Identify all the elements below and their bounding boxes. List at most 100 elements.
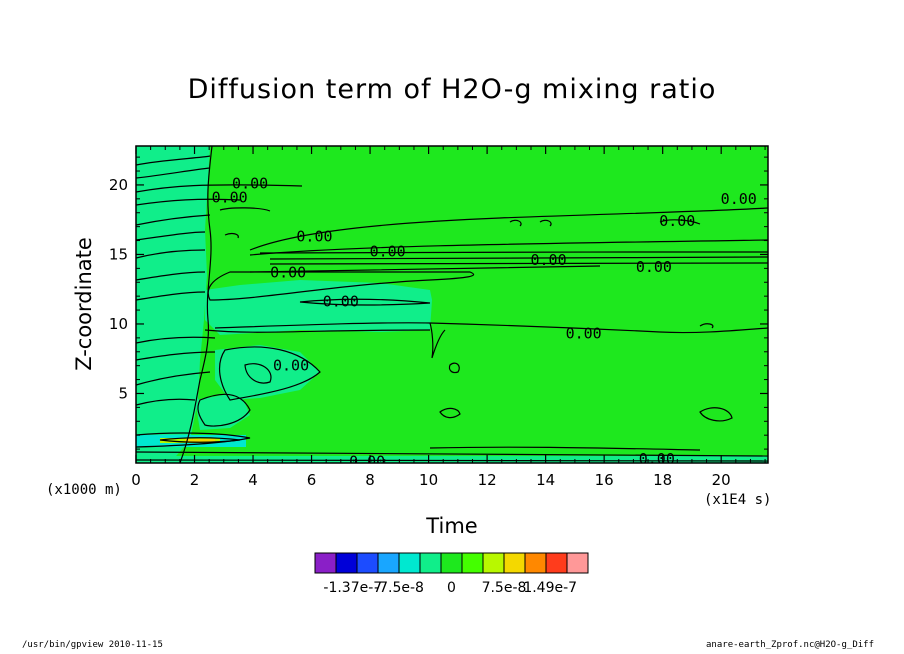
colorbar-label: -7.5e-8 — [374, 580, 424, 596]
colorbar-swatch — [440, 552, 463, 574]
contour-line — [136, 398, 196, 406]
colorbar-label: 1.49e-7 — [523, 580, 577, 596]
contour-line — [136, 155, 211, 166]
contour-line — [699, 407, 733, 422]
contour-line — [249, 265, 601, 273]
contour-line — [439, 407, 461, 419]
contour-line — [136, 271, 206, 281]
contour-line — [197, 393, 251, 427]
contour-line — [136, 459, 768, 462]
contour-line — [136, 214, 211, 226]
contour-label: 0.00 — [659, 212, 695, 230]
contour-line — [249, 239, 768, 256]
contour-line — [299, 298, 431, 306]
y-tick-label: 5 — [118, 384, 128, 402]
colorbar-swatch — [335, 552, 358, 574]
contour-label: 0.00 — [530, 251, 566, 269]
contour-line — [136, 198, 241, 206]
colorbar-label: -1.37e-7 — [323, 580, 382, 596]
footer-left: /usr/bin/gpview 2010-11-15 — [22, 640, 163, 650]
x-tick-label: 6 — [307, 471, 317, 489]
negative-field-region — [136, 456, 768, 463]
contour-line — [659, 219, 701, 225]
contour-line — [448, 362, 460, 374]
x-tick-label: 4 — [248, 471, 258, 489]
contour-line — [136, 291, 206, 301]
colorbar: -1.37e-7-7.5e-8 0 7.5e-81.49e-7 — [314, 552, 589, 596]
contour-label: 0.00 — [270, 264, 306, 282]
contour-line — [136, 249, 206, 259]
contour-label: 0.00 — [636, 258, 672, 276]
contour-line — [269, 256, 768, 260]
contour-line — [136, 336, 216, 344]
colorbar-swatch — [524, 552, 547, 574]
colorbar-swatch — [461, 552, 484, 574]
colorbar-swatch — [314, 552, 337, 574]
x-tick-label: 18 — [653, 471, 672, 489]
colorbar-label: 7.5e-8 — [482, 580, 527, 596]
contour-line — [204, 329, 431, 333]
colorbar-swatch — [377, 552, 400, 574]
contour-label: 0.00 — [721, 190, 757, 208]
contour-label: 0.00 — [212, 188, 248, 206]
y-tick-label: 20 — [109, 176, 128, 194]
contour-line — [699, 323, 714, 329]
plot-frame — [135, 145, 769, 464]
colorbar-swatch — [398, 552, 421, 574]
x-tick-label: 14 — [536, 471, 555, 489]
contour-line — [136, 231, 206, 241]
colorbar-swatch — [503, 552, 526, 574]
x-tick-label: 16 — [595, 471, 614, 489]
contour-line — [136, 432, 251, 448]
contour-label: 0.00 — [296, 227, 332, 245]
negative-field-region — [136, 146, 210, 463]
contour-line — [207, 271, 475, 301]
contour-label: 0.00 — [323, 293, 359, 311]
contour-line — [509, 219, 522, 227]
x-axis: 0 2 4 6 8 10 12 14 16 18 20 — [131, 146, 766, 489]
contour-line — [218, 346, 321, 401]
colorbar-swatch — [566, 552, 589, 574]
contour-label: 0.00 — [566, 325, 602, 343]
x-tick-label: 20 — [712, 471, 731, 489]
contour-line — [269, 262, 768, 265]
contour-label: 0.00 — [349, 453, 385, 471]
y-axis-unit: (x1000 m) — [46, 482, 122, 498]
colorbar-swatch — [419, 552, 442, 574]
contour-line — [244, 363, 272, 384]
x-tick-label: 0 — [131, 471, 141, 489]
negative-field-region — [205, 280, 432, 335]
contour-line — [136, 371, 211, 386]
contour-line — [214, 322, 768, 334]
x-tick-label: 2 — [190, 471, 200, 489]
contour-label: 0.00 — [370, 243, 406, 261]
colorbar-swatch — [356, 552, 379, 574]
x-tick-label: 12 — [478, 471, 497, 489]
plot-area: 0.00 0.00 0.00 0.00 0.00 0.00 0.00 0.00 0.00 0.00… — [136, 146, 768, 471]
y-tick-label: 15 — [109, 245, 128, 263]
contour-label: 0.00 — [639, 450, 675, 468]
contour-line — [539, 219, 552, 227]
chart-title: Diffusion term of H2O-g mixing ratio — [187, 74, 717, 105]
x-axis-unit: (x1E4 s) — [704, 492, 772, 508]
contour-line — [179, 146, 213, 463]
y-axis: 5 10 15 20 — [109, 156, 768, 450]
contour-line — [429, 446, 701, 451]
contour-labels: 0.00 0.00 0.00 0.00 0.00 0.00 0.00 0.00 0.00 0.00… — [212, 175, 757, 471]
y-tick-label: 10 — [109, 315, 128, 333]
contour-line — [429, 322, 446, 359]
contour-line — [136, 184, 303, 193]
contour-line — [259, 251, 768, 254]
colorbar-label: 0 — [447, 580, 456, 596]
contour-line — [136, 167, 211, 179]
contour-line — [159, 437, 241, 443]
x-tick-label: 10 — [419, 471, 438, 489]
contour-line — [249, 207, 768, 251]
footer-right: anare-earth_Zprof.nc@H2O-g_Diff — [706, 640, 874, 650]
positive-field-region — [185, 439, 215, 442]
x-axis-label: Time — [426, 514, 478, 538]
x-tick-label: 8 — [365, 471, 375, 489]
colorbar-swatch — [482, 552, 505, 574]
contour-line — [219, 207, 271, 212]
